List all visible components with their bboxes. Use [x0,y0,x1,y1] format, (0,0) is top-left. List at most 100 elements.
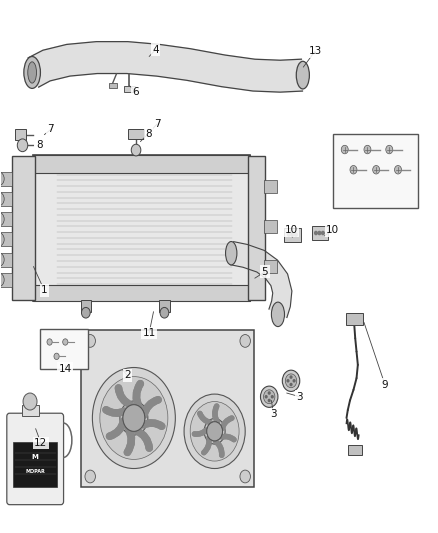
Circle shape [318,231,321,235]
Text: 3: 3 [270,409,277,419]
Ellipse shape [226,241,237,265]
Circle shape [321,231,324,235]
Bar [0,273,12,287]
FancyArrowPatch shape [137,431,149,448]
FancyArrowPatch shape [144,400,158,415]
Circle shape [293,379,295,382]
Text: 3: 3 [297,392,303,402]
Bar [128,130,144,139]
Text: 8: 8 [145,128,152,139]
Bar [348,445,362,455]
Text: 12: 12 [34,438,47,448]
Text: 7: 7 [48,124,54,134]
Circle shape [341,146,348,154]
Bar [81,300,91,312]
Circle shape [0,172,4,185]
Circle shape [294,233,297,236]
Circle shape [0,273,4,287]
FancyArrowPatch shape [119,388,131,405]
Circle shape [123,405,145,431]
Bar [33,285,250,301]
Circle shape [0,192,4,206]
Circle shape [100,377,168,459]
Circle shape [240,470,251,483]
Circle shape [314,231,317,235]
Circle shape [240,335,251,348]
Circle shape [131,144,141,156]
Circle shape [54,353,59,360]
FancyArrowPatch shape [127,429,131,453]
FancyArrowPatch shape [204,438,209,453]
Circle shape [350,165,357,174]
Bar [81,330,254,487]
Text: 2: 2 [124,370,131,381]
Polygon shape [230,241,292,318]
FancyArrowPatch shape [222,437,234,440]
Text: 10: 10 [326,225,339,236]
FancyArrowPatch shape [106,410,125,413]
Bar [15,130,25,140]
FancyArrowPatch shape [137,431,149,448]
Text: 6: 6 [133,87,139,97]
Circle shape [386,146,393,154]
Circle shape [264,390,275,403]
Text: 9: 9 [381,379,388,390]
FancyArrowPatch shape [194,430,207,434]
Bar [248,156,265,300]
Text: 7: 7 [154,119,160,129]
Circle shape [261,386,278,407]
Ellipse shape [24,56,40,88]
Circle shape [211,426,219,436]
FancyArrowPatch shape [136,384,140,407]
Bar [13,442,57,487]
Bar [0,172,12,185]
Polygon shape [28,42,303,92]
Text: 14: 14 [59,364,72,374]
Circle shape [85,470,95,483]
Circle shape [184,394,245,469]
Circle shape [204,418,225,444]
Text: 11: 11 [142,328,156,338]
Circle shape [290,383,292,385]
FancyArrowPatch shape [143,423,162,426]
FancyArrowPatch shape [106,410,125,413]
Bar [265,220,277,233]
Bar [265,260,277,273]
Circle shape [0,212,4,226]
FancyArrowPatch shape [215,441,222,455]
FancyArrowPatch shape [127,429,131,453]
Bar [346,313,363,325]
Text: 5: 5 [261,267,268,277]
FancyBboxPatch shape [7,413,64,505]
Circle shape [160,308,169,318]
Ellipse shape [28,62,36,83]
Bar [124,86,135,92]
Circle shape [81,308,90,318]
Bar [332,134,418,208]
Bar [22,405,39,416]
FancyArrowPatch shape [110,421,124,436]
Circle shape [0,253,4,266]
Text: 1: 1 [41,286,48,295]
FancyArrowPatch shape [143,423,162,426]
FancyArrowPatch shape [204,438,209,453]
FancyArrowPatch shape [215,441,222,455]
Bar [311,226,328,240]
FancyArrowPatch shape [200,414,210,423]
Text: 10: 10 [284,225,297,236]
Circle shape [268,399,270,401]
FancyArrowPatch shape [144,400,158,415]
Text: 13: 13 [308,46,321,56]
FancyArrowPatch shape [110,421,124,436]
Circle shape [207,422,223,441]
Circle shape [129,411,139,424]
Circle shape [120,401,148,435]
Circle shape [272,395,273,398]
FancyArrowPatch shape [119,388,131,405]
Circle shape [283,370,300,391]
Text: M: M [32,454,39,460]
FancyArrowPatch shape [215,406,217,422]
Circle shape [373,165,380,174]
Circle shape [207,422,223,441]
Circle shape [47,339,52,345]
